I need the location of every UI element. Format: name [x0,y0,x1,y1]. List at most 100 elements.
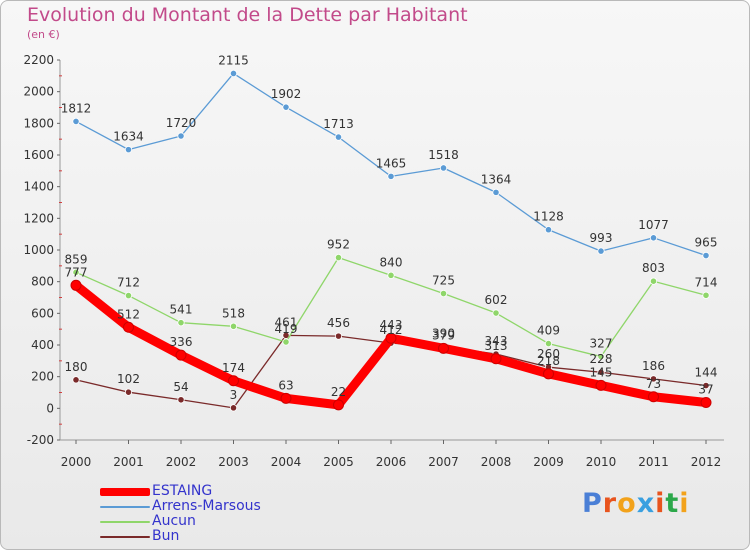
data-label: 3 [230,388,238,402]
x-tick-label: 2003 [218,455,249,469]
data-label: 180 [65,360,88,374]
data-label: 965 [695,236,718,250]
data-point [333,399,344,411]
legend-swatch [100,506,150,508]
data-point [492,188,500,196]
data-point [334,332,343,340]
data-label: 218 [537,354,560,368]
x-tick-label: 2002 [166,455,197,469]
data-label: 777 [65,265,88,279]
data-label: 327 [590,337,613,351]
x-tick-label: 2001 [113,455,144,469]
y-tick-label: 1600 [23,148,54,162]
data-point [595,379,607,391]
x-tick-label: 2012 [691,455,722,469]
data-label: 144 [695,366,718,380]
data-point [72,268,80,276]
legend-label: Arrens-Marsous [152,498,261,514]
data-point [544,226,553,234]
data-label: 461 [275,315,298,329]
x-tick-label: 2006 [376,455,407,469]
data-point [334,133,343,141]
data-label: 412 [380,323,403,337]
data-label: 22 [331,385,346,399]
logo-letter: o [617,488,637,519]
data-label: 602 [485,293,508,307]
data-label: 1364 [481,172,512,186]
data-point [439,289,448,298]
data-label: 512 [117,307,140,321]
data-point [72,117,80,126]
y-tick-label: 2000 [23,85,54,99]
data-point [334,254,343,262]
x-tick-label: 2000 [61,455,92,469]
y-tick-label: 1400 [23,180,54,194]
data-label: 1713 [323,117,354,131]
data-point [544,339,553,348]
data-point [175,349,187,361]
data-label: 443 [380,318,403,332]
y-tick-label: 1800 [23,116,54,130]
data-point [124,146,133,154]
y-tick-label: 0 [46,401,54,415]
data-label: 840 [380,255,403,269]
y-tick-label: 2200 [23,53,54,67]
data-label: 419 [275,322,298,336]
data-point [280,392,292,404]
data-point [177,396,185,404]
data-point [72,376,80,384]
data-label: 2115 [218,53,249,67]
x-tick-label: 2009 [533,455,564,469]
data-label: 456 [327,316,350,330]
data-point [649,277,658,285]
data-point [385,332,397,344]
data-label: 63 [278,378,293,392]
data-point [700,396,712,408]
data-point [228,375,239,387]
legend-swatch [100,488,150,496]
y-tick-label: 1000 [23,243,54,257]
data-point [702,381,710,390]
y-tick-label: -200 [27,433,54,447]
data-point [648,391,659,403]
data-label: 174 [222,361,245,375]
legend-label: ESTAING [152,483,213,499]
data-label: 379 [432,328,455,342]
data-point [702,291,710,299]
data-point [124,291,133,300]
data-point [387,271,395,279]
data-point [229,404,238,412]
legend-swatch [100,536,150,538]
data-point [123,321,134,333]
data-label: 336 [170,335,193,349]
x-tick-label: 2007 [428,455,459,469]
data-label: 186 [642,359,665,373]
data-point [649,375,658,383]
data-point [438,342,449,354]
proxiti-logo: Proxiti [582,488,690,519]
data-point [229,69,238,78]
data-point [543,368,554,380]
y-tick-label: 400 [31,338,54,352]
y-tick-label: 1200 [23,211,54,225]
data-label: 518 [222,306,245,320]
logo-letter: t [665,488,680,519]
data-label: 1128 [533,210,564,224]
y-tick-label: 600 [31,306,54,320]
data-label: 1077 [638,218,669,232]
data-point [282,103,290,111]
data-label: 145 [590,365,613,379]
legend-label: Aucun [152,513,196,529]
data-point [597,352,605,361]
x-tick-label: 2011 [638,455,669,469]
data-label: 712 [117,276,140,290]
data-label: 37 [698,382,713,396]
line-chart: -200 0 200 400 600 800 1000 1200 1400 1600 1800 200… [23,53,724,469]
data-label: 1902 [271,87,302,101]
data-label: 859 [65,252,88,266]
data-label: 102 [117,372,140,386]
x-tick-label: 2008 [481,455,512,469]
x-tick-label: 2010 [586,455,617,469]
data-point [597,247,605,255]
x-tick-label: 2005 [323,455,354,469]
